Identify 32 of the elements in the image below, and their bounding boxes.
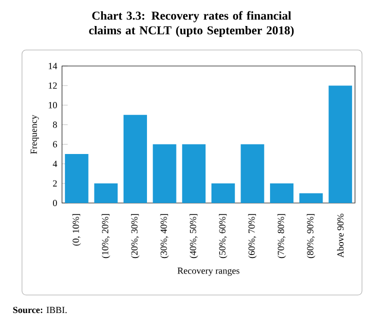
x-tick-label: Above 90% bbox=[337, 214, 344, 258]
y-tick-label: 14 bbox=[48, 62, 58, 70]
bar bbox=[240, 144, 264, 203]
x-tick-label: (60%, 70%] bbox=[248, 214, 257, 258]
bar bbox=[64, 154, 88, 203]
y-tick-label: 6 bbox=[53, 141, 58, 148]
x-tick-label: (10%, 20%] bbox=[102, 214, 110, 258]
chart-title: Chart 3.3: Recovery rates of financial claims at NCLT (upto September 2018) bbox=[89, 11, 294, 37]
bar bbox=[299, 193, 323, 203]
x-tick-label: (70%, 80%] bbox=[278, 214, 286, 258]
x-tick-label: (50%, 60%] bbox=[218, 214, 228, 258]
bar bbox=[211, 183, 235, 203]
bar bbox=[328, 86, 352, 203]
bar bbox=[94, 183, 118, 203]
x-tick-label: (80%, 90%] bbox=[306, 214, 316, 258]
y-axis-title: Frequency bbox=[30, 114, 39, 154]
y-tick-label: 4 bbox=[52, 160, 58, 167]
y-tick-label: 0 bbox=[52, 200, 57, 206]
y-tick-label: 8 bbox=[52, 122, 57, 128]
y-tick-label: 2 bbox=[53, 180, 57, 187]
bar bbox=[124, 114, 147, 203]
bar bbox=[152, 144, 176, 203]
x-tick-label: (0, 10%] bbox=[72, 214, 81, 246]
y-tick-label: 10 bbox=[48, 102, 57, 108]
bar bbox=[182, 144, 206, 203]
text: Source: IBBI. bbox=[13, 306, 67, 314]
x-tick-label: (40%, 50%] bbox=[190, 214, 198, 258]
x-tick-label: (20%, 30%] bbox=[131, 214, 140, 258]
y-tick-label: 12 bbox=[48, 82, 57, 89]
x-tick-label: (30%, 40%] bbox=[160, 214, 169, 258]
x-axis-title: Recovery ranges bbox=[178, 268, 240, 276]
bar bbox=[270, 183, 294, 203]
